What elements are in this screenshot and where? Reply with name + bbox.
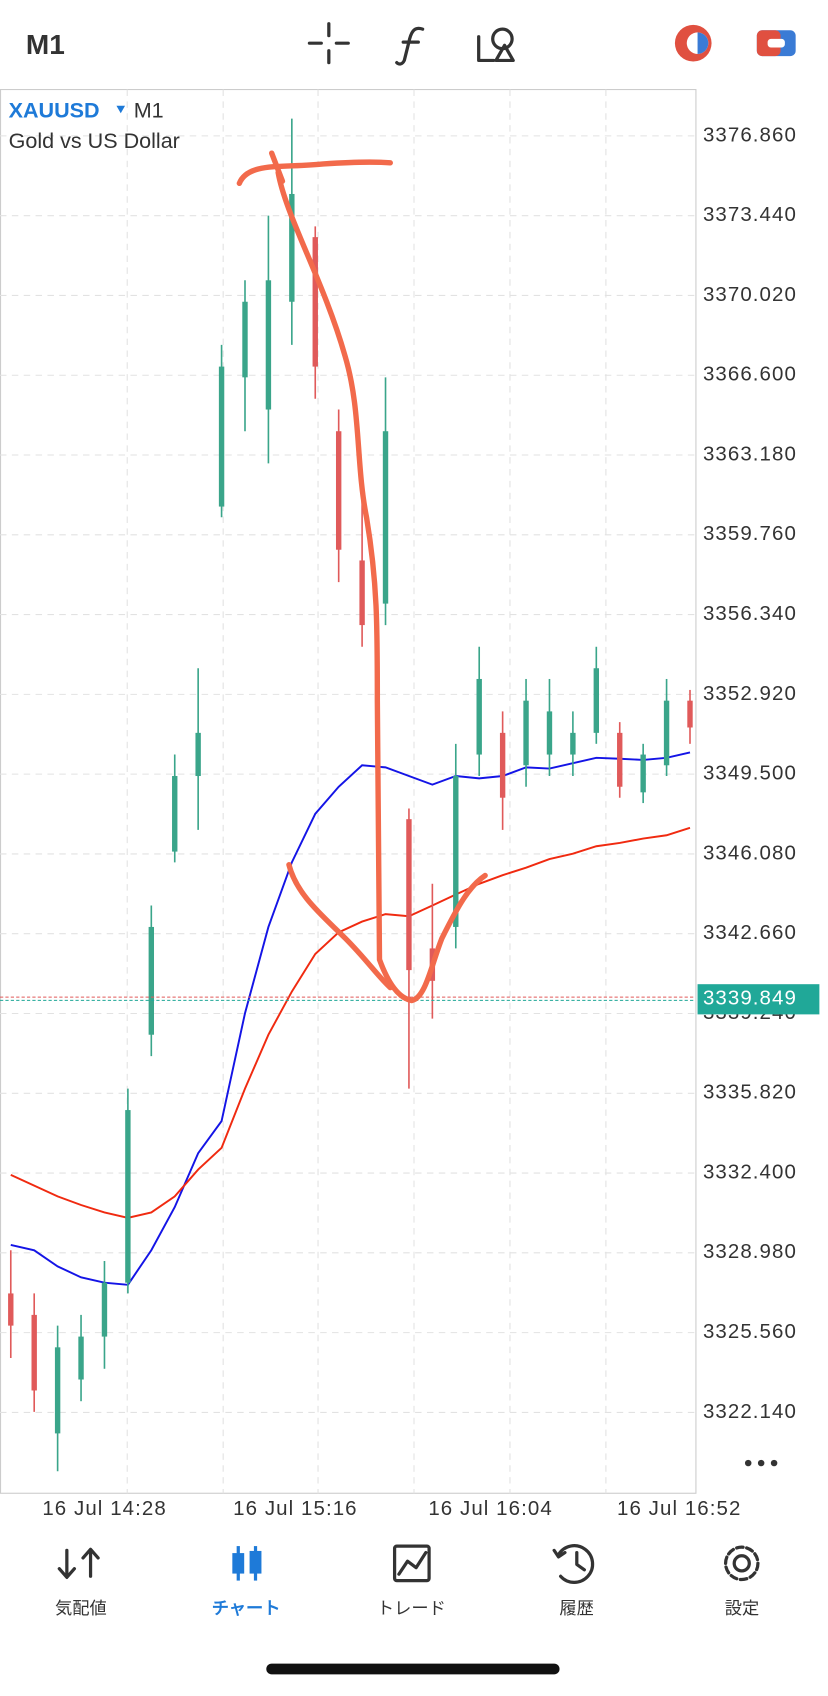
x-tick-label: 16 Jul 15:16 [233,1497,357,1520]
y-tick-label: 3325.560 [703,1320,797,1343]
candle-body [359,560,365,626]
candle-body [499,732,506,798]
candle-body [312,237,318,367]
candle-body [195,732,201,777]
one-click-icon[interactable] [674,24,712,62]
y-tick-label: 3342.660 [703,921,797,944]
y-tick-label: 3376.860 [703,123,797,146]
y-tick-label: 3356.340 [703,602,797,625]
y-tick-label: 3373.440 [703,203,797,226]
y-tick-label: 3328.980 [703,1240,797,1263]
y-tick-label: 3363.180 [703,442,797,465]
y-tick-label: 3346.080 [703,841,797,864]
candle-body [570,732,576,755]
candle-body [101,1282,108,1337]
moving-average [10,826,691,1219]
candle-body [31,1314,37,1391]
y-tick-label: 3352.920 [703,682,797,705]
symbol-dropdown[interactable] [116,105,126,114]
tab-bar: 気配値 チャート トレード 履歴 設定 [55,1598,759,1618]
tab-icons[interactable] [57,1544,760,1584]
more-button[interactable] [744,1459,778,1467]
y-tick-label: 3359.760 [703,522,797,545]
candle-body [54,1347,61,1434]
candle-body [8,1293,14,1326]
candle-body [242,301,248,378]
account-icon[interactable] [756,30,796,57]
candle-body [523,700,529,766]
home-indicator [266,1663,560,1675]
tab-label[interactable]: 気配値 [55,1598,107,1618]
tab-label[interactable]: 履歴 [559,1598,594,1618]
symbol-description: Gold vs US Dollar [9,128,180,153]
y-tick-label: 3366.600 [703,363,797,386]
moving-average [10,751,691,1286]
y-tick-label: 3335.820 [703,1081,797,1104]
objects-icon[interactable] [477,27,515,63]
candle-body [663,700,670,766]
tab-label[interactable]: チャート [212,1598,281,1618]
y-tick-label: 3349.500 [703,762,797,785]
candle-body [406,819,412,971]
candle-body [593,668,600,733]
candle-body [218,366,225,507]
chart-timeframe: M1 [134,98,164,123]
x-tick-label: 16 Jul 16:52 [617,1497,741,1520]
candle-body [289,193,295,302]
y-tick-label: 3322.140 [703,1400,797,1423]
hand-annotation [236,150,488,1004]
candle-body [382,431,389,604]
last-price-label: 3339.849 [703,987,797,1010]
candle-body [148,926,155,1035]
candle-body [687,700,693,728]
tab-label[interactable]: トレード [377,1598,446,1618]
last-price-box [697,984,820,1015]
candle-body [617,732,623,787]
crosshair-icon[interactable] [307,22,350,65]
symbol[interactable]: XAUUSD [9,98,100,123]
vertical-grid [126,89,607,1494]
y-tick-label: 3332.400 [703,1160,797,1183]
candle-body [476,678,482,755]
candle-body [335,431,342,550]
y-tick-label: 3370.020 [703,283,797,306]
candle-body [453,776,459,927]
x-tick-label: 16 Jul 16:04 [428,1497,552,1520]
tab-label[interactable]: 設定 [725,1598,760,1618]
candle-body [265,280,272,410]
plot [0,118,696,1472]
candle-body [78,1336,84,1380]
x-tick-label: 16 Jul 14:28 [42,1497,166,1520]
plot-frame [0,89,697,1494]
candle-body [125,1110,131,1283]
candle-body [640,754,646,793]
indicator-icon[interactable] [395,26,425,66]
candle-body [172,776,178,852]
candle-body [546,711,553,755]
timeframe-button[interactable]: M1 [26,29,65,60]
